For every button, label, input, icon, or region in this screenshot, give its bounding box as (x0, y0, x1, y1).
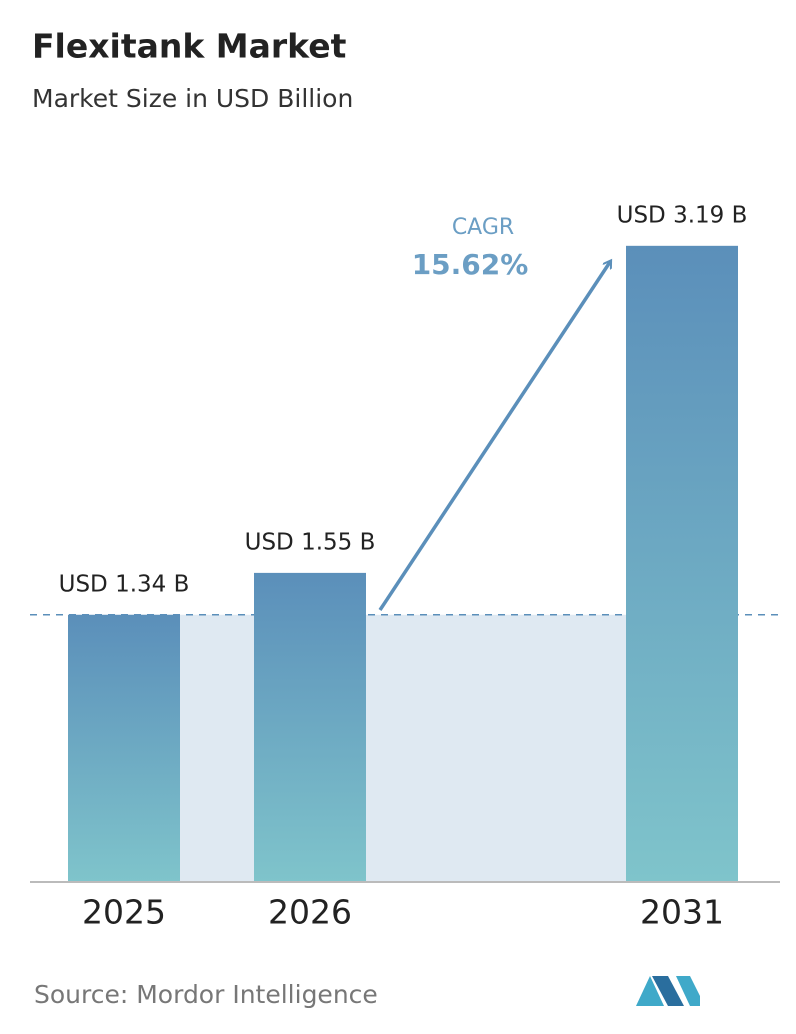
x-tick-label: 2025 (82, 893, 166, 932)
value-label: USD 1.34 B (59, 571, 190, 597)
cagr-label: CAGR (452, 215, 514, 240)
logo (636, 976, 700, 1006)
chart-title: Flexitank Market (32, 27, 347, 66)
chart-subtitle: Market Size in USD Billion (32, 84, 353, 113)
x-tick-label: 2026 (268, 893, 352, 932)
bar (68, 614, 180, 882)
x-tick-label: 2031 (640, 893, 724, 932)
cagr-value: 15.62% (412, 248, 529, 281)
source: Source: Mordor Intelligence (34, 980, 378, 1009)
value-label: USD 3.19 B (617, 202, 748, 228)
bar (254, 572, 366, 882)
cagr-arrow (378, 262, 610, 611)
reference-area (124, 614, 682, 882)
bar (626, 245, 738, 882)
value-label: USD 1.55 B (245, 529, 376, 555)
